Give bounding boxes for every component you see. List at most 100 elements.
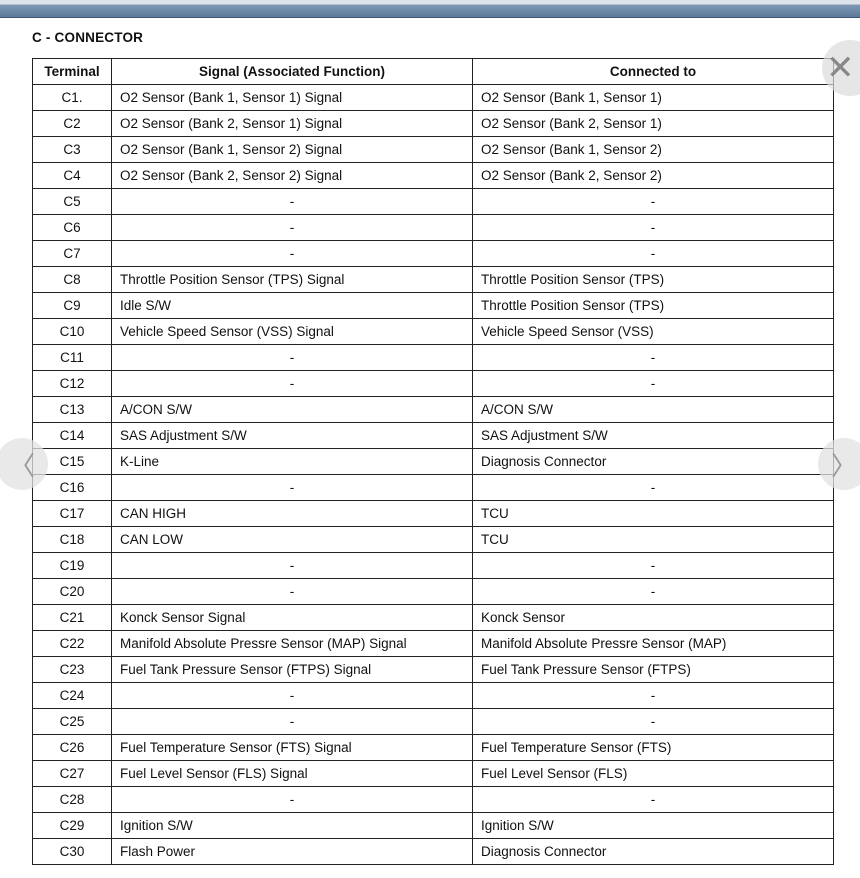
terminal-cell: C29 [32, 812, 112, 839]
signal-cell: A/CON S/W [111, 396, 473, 423]
connected-to-cell: - [472, 370, 834, 397]
table-row: C19- - [32, 552, 834, 579]
connected-to-cell: - [472, 578, 834, 605]
table-header-row: Terminal Signal (Associated Function) Co… [32, 58, 834, 85]
connected-to-cell: Fuel Temperature Sensor (FTS) [472, 734, 834, 761]
signal-cell: - [111, 214, 473, 241]
table-row: C10 Vehicle Speed Sensor (VSS) Signal Vehi… [32, 318, 834, 345]
connected-to-cell: O2 Sensor (Bank 2, Sensor 2) [472, 162, 834, 189]
connected-to-cell: TCU [472, 526, 834, 553]
table-row: C8 Throttle Position Sensor (TPS) Signal T… [32, 266, 834, 293]
connected-to-cell: Throttle Position Sensor (TPS) [472, 292, 834, 319]
signal-cell: Ignition S/W [111, 812, 473, 839]
close-button[interactable]: ✕ [822, 40, 860, 96]
table-row: C3 O2 Sensor (Bank 1, Sensor 2) Signal O2 … [32, 136, 834, 163]
terminal-cell: C18 [32, 526, 112, 553]
table-row: C29 Ignition S/W Ignition S/W [32, 812, 834, 839]
connected-to-cell: - [472, 552, 834, 579]
terminal-cell: C28 [32, 786, 112, 813]
connected-to-cell: TCU [472, 500, 834, 527]
signal-cell: CAN HIGH [111, 500, 473, 527]
connected-to-cell: O2 Sensor (Bank 1, Sensor 2) [472, 136, 834, 163]
signal-cell: - [111, 552, 473, 579]
table-row: C6- - [32, 214, 834, 241]
signal-cell: Konck Sensor Signal [111, 604, 473, 631]
terminal-cell: C11 [32, 344, 112, 371]
terminal-cell: C22 [32, 630, 112, 657]
next-page-button[interactable]: 〉 [818, 438, 860, 490]
signal-cell: - [111, 240, 473, 267]
connected-to-cell: - [472, 214, 834, 241]
table-row: C22 Manifold Absolute Pressre Sensor (MAP… [32, 630, 834, 657]
connected-to-cell: Manifold Absolute Pressre Sensor (MAP) [472, 630, 834, 657]
terminal-cell: C1. [32, 84, 112, 111]
table-row: C18 CAN LOW TCU [32, 526, 834, 553]
table-row: C24- - [32, 682, 834, 709]
table-row: C5- - [32, 188, 834, 215]
terminal-cell: C9 [32, 292, 112, 319]
table-row: C27 Fuel Level Sensor (FLS) Signal Fuel Le… [32, 760, 834, 787]
signal-cell: O2 Sensor (Bank 1, Sensor 1) Signal [111, 84, 473, 111]
terminal-cell: C16 [32, 474, 112, 501]
table-row: C30 Flash Power Diagnosis Connector [32, 838, 834, 865]
terminal-cell: C6 [32, 214, 112, 241]
table-row: C21 Konck Sensor Signal Konck Sensor [32, 604, 834, 631]
table-row: C25- - [32, 708, 834, 735]
connected-to-cell: Konck Sensor [472, 604, 834, 631]
signal-cell: - [111, 578, 473, 605]
connector-table: Terminal Signal (Associated Function) Co… [32, 58, 834, 865]
signal-cell: - [111, 188, 473, 215]
terminal-cell: C19 [32, 552, 112, 579]
connected-to-cell: Fuel Level Sensor (FLS) [472, 760, 834, 787]
header-connected-to: Connected to [472, 58, 834, 85]
section-title: C - CONNECTOR [32, 30, 144, 45]
table-row: C7- - [32, 240, 834, 267]
table-row: C15 K-Line Diagnosis Connector [32, 448, 834, 475]
table-row: C13 A/CON S/W A/CON S/W [32, 396, 834, 423]
terminal-cell: C27 [32, 760, 112, 787]
table-row: C9 Idle S/W Throttle Position Sensor (TPS) [32, 292, 834, 319]
table-row: C23 Fuel Tank Pressure Sensor (FTPS) Sign… [32, 656, 834, 683]
terminal-cell: C2 [32, 110, 112, 137]
signal-cell: O2 Sensor (Bank 2, Sensor 1) Signal [111, 110, 473, 137]
signal-cell: Vehicle Speed Sensor (VSS) Signal [111, 318, 473, 345]
table-row: C14 SAS Adjustment S/W SAS Adjustment S/W [32, 422, 834, 449]
signal-cell: O2 Sensor (Bank 1, Sensor 2) Signal [111, 136, 473, 163]
terminal-cell: C24 [32, 682, 112, 709]
table-row: C11- - [32, 344, 834, 371]
terminal-cell: C10 [32, 318, 112, 345]
table-row: C1. O2 Sensor (Bank 1, Sensor 1) Signal O2… [32, 84, 834, 111]
connected-to-cell: Ignition S/W [472, 812, 834, 839]
table-row: C20- - [32, 578, 834, 605]
terminal-cell: C7 [32, 240, 112, 267]
terminal-cell: C20 [32, 578, 112, 605]
terminal-cell: C26 [32, 734, 112, 761]
signal-cell: CAN LOW [111, 526, 473, 553]
signal-cell: Fuel Tank Pressure Sensor (FTPS) Signal [111, 656, 473, 683]
terminal-cell: C4 [32, 162, 112, 189]
table-row: C16- - [32, 474, 834, 501]
terminal-cell: C8 [32, 266, 112, 293]
table-row: C26 Fuel Temperature Sensor (FTS) Signal F… [32, 734, 834, 761]
connected-to-cell: Fuel Tank Pressure Sensor (FTPS) [472, 656, 834, 683]
connected-to-cell: Throttle Position Sensor (TPS) [472, 266, 834, 293]
connected-to-cell: - [472, 474, 834, 501]
signal-cell: Fuel Level Sensor (FLS) Signal [111, 760, 473, 787]
table-row: C2 O2 Sensor (Bank 2, Sensor 1) Signal O2 … [32, 110, 834, 137]
terminal-cell: C21 [32, 604, 112, 631]
connected-to-cell: Diagnosis Connector [472, 838, 834, 865]
connected-to-cell: - [472, 240, 834, 267]
signal-cell: Flash Power [111, 838, 473, 865]
signal-cell: - [111, 474, 473, 501]
signal-cell: K-Line [111, 448, 473, 475]
signal-cell: - [111, 708, 473, 735]
signal-cell: Idle S/W [111, 292, 473, 319]
connected-to-cell: - [472, 708, 834, 735]
prev-page-button[interactable]: 〈 [0, 438, 48, 490]
connected-to-cell: A/CON S/W [472, 396, 834, 423]
header-terminal: Terminal [32, 58, 112, 85]
terminal-cell: C30 [32, 838, 112, 865]
terminal-cell: C12 [32, 370, 112, 397]
header-signal: Signal (Associated Function) [111, 58, 473, 85]
terminal-cell: C3 [32, 136, 112, 163]
